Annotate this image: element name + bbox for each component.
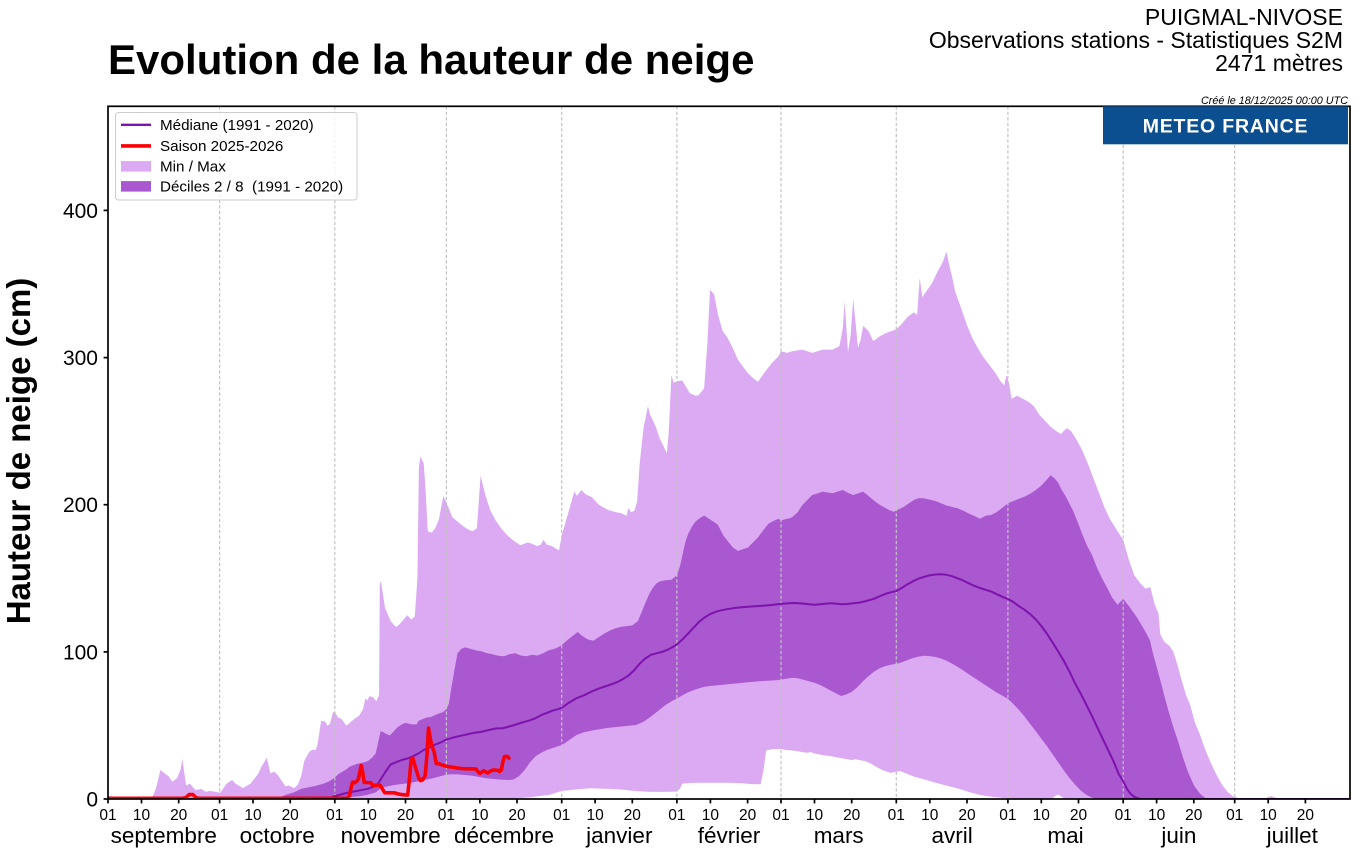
svg-text:10: 10 [1260,807,1278,824]
svg-text:octobre: octobre [240,823,315,848]
svg-text:Hauteur de neige (cm): Hauteur de neige (cm) [0,278,37,625]
svg-text:10: 10 [1148,807,1166,824]
svg-text:10: 10 [921,807,939,824]
svg-text:20: 20 [282,807,300,824]
svg-text:juillet: juillet [1266,823,1319,848]
svg-text:PUIGMAL-NIVOSE: PUIGMAL-NIVOSE [1145,4,1343,30]
svg-text:01: 01 [888,807,905,824]
svg-text:20: 20 [843,807,861,824]
svg-text:01: 01 [438,807,455,824]
svg-text:10: 10 [806,807,824,824]
svg-text:10: 10 [586,807,604,824]
svg-text:20: 20 [170,807,188,824]
svg-text:20: 20 [739,807,757,824]
svg-text:Evolution de la hauteur de nei: Evolution de la hauteur de neige [108,36,754,83]
svg-text:01: 01 [326,807,343,824]
svg-text:20: 20 [624,807,642,824]
svg-text:01: 01 [999,807,1016,824]
svg-text:10: 10 [360,807,378,824]
svg-text:20: 20 [958,807,976,824]
svg-text:novembre: novembre [341,823,441,848]
svg-text:20: 20 [1297,807,1315,824]
svg-text:mai: mai [1047,823,1083,848]
svg-text:10: 10 [471,807,489,824]
svg-text:Saison 2025-2026: Saison 2025-2026 [160,138,283,155]
svg-text:01: 01 [1115,807,1132,824]
svg-text:01: 01 [668,807,685,824]
svg-text:0: 0 [86,789,98,812]
svg-text:septembre: septembre [111,823,217,848]
svg-text:20: 20 [508,807,526,824]
svg-text:METEO FRANCE: METEO FRANCE [1143,116,1309,138]
svg-text:200: 200 [63,494,98,517]
svg-text:2471 mètres: 2471 mètres [1215,50,1343,76]
svg-text:10: 10 [133,807,151,824]
svg-text:mars: mars [814,823,864,848]
svg-text:01: 01 [99,807,116,824]
svg-text:01: 01 [211,807,228,824]
svg-text:juin: juin [1160,823,1196,848]
svg-text:20: 20 [1070,807,1088,824]
svg-text:avril: avril [931,823,972,848]
svg-text:Déciles 2 / 8 (1991 - 2020): Déciles 2 / 8 (1991 - 2020) [160,178,343,195]
svg-text:Observations stations - Statis: Observations stations - Statistiques S2M [929,27,1343,53]
svg-text:01: 01 [772,807,789,824]
svg-text:20: 20 [1185,807,1203,824]
svg-text:01: 01 [553,807,570,824]
svg-text:Min / Max: Min / Max [160,158,226,175]
svg-text:Créé le 18/12/2025 00:00 UTC: Créé le 18/12/2025 00:00 UTC [1201,95,1348,107]
svg-text:01: 01 [1226,807,1243,824]
svg-text:février: février [698,823,761,848]
svg-text:janvier: janvier [585,823,653,848]
svg-text:100: 100 [63,641,98,664]
svg-text:Médiane (1991 - 2020): Médiane (1991 - 2020) [160,117,314,134]
svg-text:10: 10 [702,807,720,824]
svg-text:décembre: décembre [454,823,554,848]
svg-text:10: 10 [244,807,262,824]
svg-text:300: 300 [63,347,98,370]
svg-text:20: 20 [397,807,415,824]
svg-text:400: 400 [63,200,98,223]
svg-text:10: 10 [1033,807,1051,824]
